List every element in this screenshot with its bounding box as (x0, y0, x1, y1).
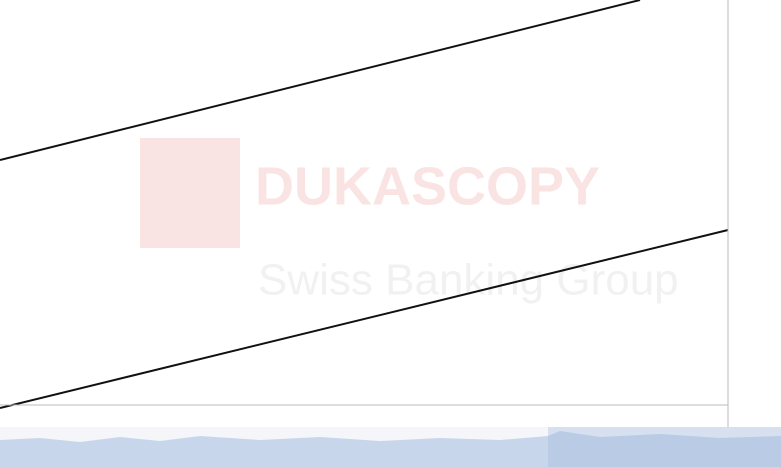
navigator-area (0, 431, 781, 467)
watermark-text: DUKASCOPY (255, 156, 600, 216)
watermark-logo (140, 138, 240, 248)
trend-line (0, 229, 729, 409)
trend-line (0, 0, 641, 161)
watermark-text: Swiss Banking Group (258, 256, 679, 305)
watermark: DUKASCOPY Swiss Banking Group (140, 138, 679, 305)
navigator-window[interactable] (548, 427, 781, 467)
